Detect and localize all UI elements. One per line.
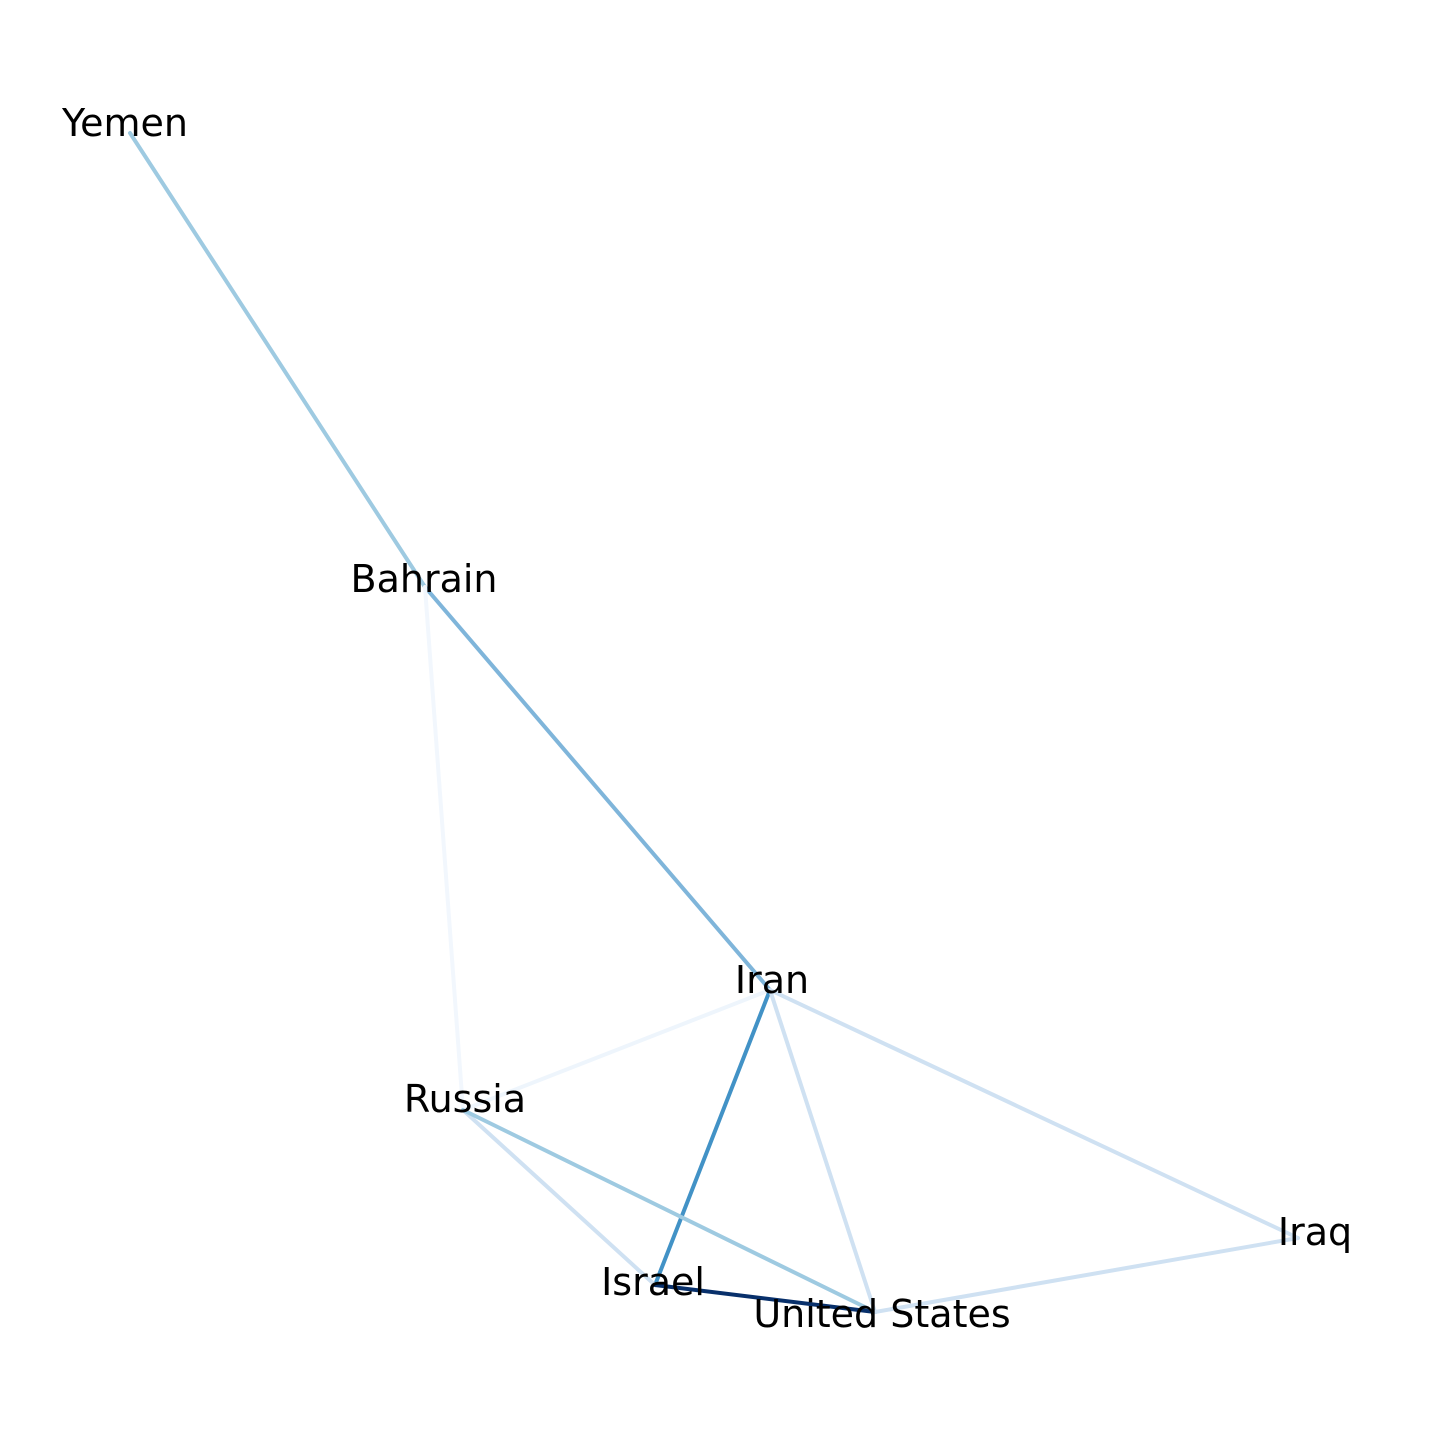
node-label-iran: Iran: [735, 958, 809, 1002]
node-label-united_states: United States: [753, 1292, 1010, 1336]
nodes-layer: Yemen Bahrain Iran Russia Iraq Israel United S…: [61, 101, 1352, 1336]
node-label-bahrain: Bahrain: [351, 557, 498, 601]
edge-iran-israel: [653, 988, 772, 1287]
edge-iran-united_states: [768, 988, 877, 1314]
node-label-yemen: Yemen: [61, 101, 188, 145]
edge-iraq-united_states: [873, 1236, 1300, 1314]
edge-iran-iraq: [768, 988, 1300, 1240]
edge-iran-russia: [461, 988, 772, 1112]
edge-bahrain-russia: [423, 585, 465, 1112]
edge-russia-israel: [461, 1108, 657, 1287]
edges-layer: [128, 131, 1300, 1314]
edge-russia-united_states: [461, 1108, 877, 1314]
node-label-iraq: Iraq: [1278, 1210, 1352, 1254]
edge-yemen-bahrain: [128, 131, 427, 589]
edge-israel-united_states: [653, 1283, 877, 1314]
node-label-israel: Israel: [601, 1260, 705, 1304]
edge-bahrain-iran: [423, 585, 772, 992]
node-label-russia: Russia: [404, 1077, 526, 1121]
